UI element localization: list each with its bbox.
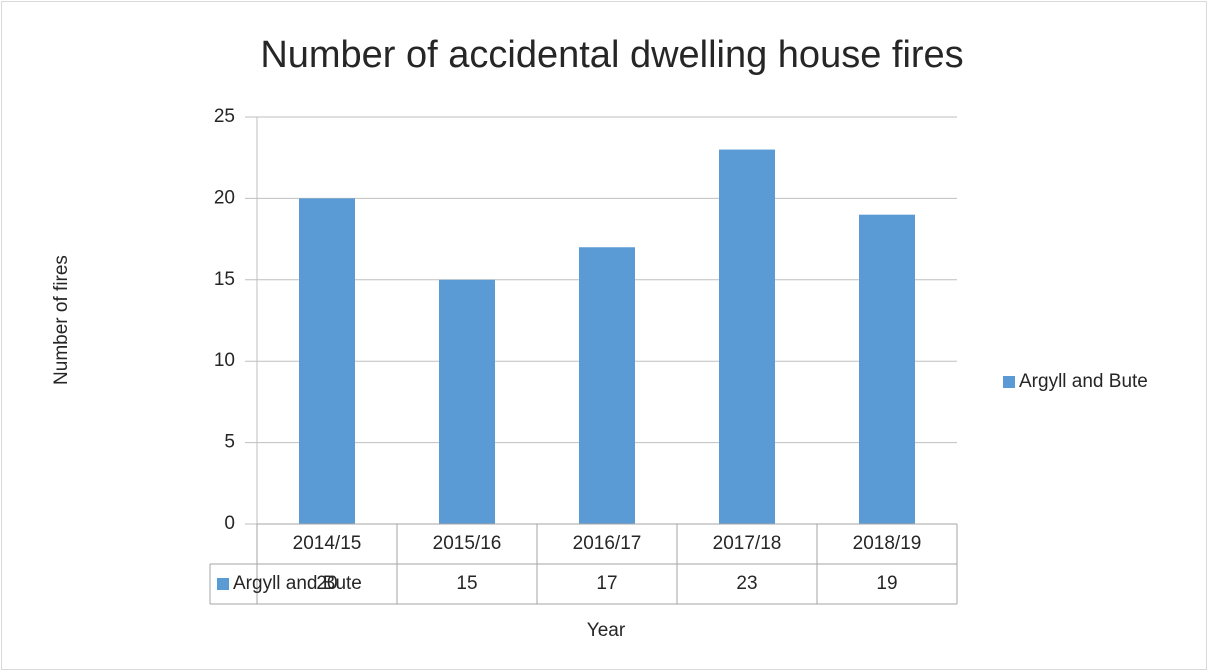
- x-tick-label: 2018/19: [853, 533, 922, 554]
- bar: [719, 149, 775, 524]
- table-series-name: Argyll and Bute: [233, 573, 362, 594]
- legend-key: [1003, 376, 1015, 388]
- table-value: 19: [876, 573, 897, 594]
- x-tick-label: 2015/16: [433, 533, 502, 554]
- chart-title: Number of accidental dwelling house fire…: [260, 34, 963, 76]
- y-tick-label: 20: [214, 187, 235, 208]
- table-value: 20: [316, 573, 337, 594]
- x-axis-label: Year: [587, 620, 626, 641]
- table-value: 23: [736, 573, 757, 594]
- table-value: 15: [456, 573, 477, 594]
- y-axis-label: Number of fires: [51, 255, 72, 385]
- bar: [439, 279, 495, 524]
- table-value: 17: [596, 573, 617, 594]
- x-tick-label: 2014/15: [293, 533, 362, 554]
- x-tick-label: 2016/17: [573, 533, 642, 554]
- table-legend-key: [217, 578, 229, 590]
- x-tick-label: 2017/18: [713, 533, 782, 554]
- bar: [299, 198, 355, 524]
- bar: [859, 214, 915, 524]
- legend-label: Argyll and Bute: [1019, 371, 1148, 392]
- y-tick-label: 15: [214, 269, 235, 290]
- y-tick-label: 0: [224, 513, 235, 534]
- bar: [579, 247, 635, 525]
- y-tick-label: 25: [214, 106, 235, 127]
- y-tick-label: 10: [214, 350, 235, 371]
- y-tick-label: 5: [224, 432, 235, 453]
